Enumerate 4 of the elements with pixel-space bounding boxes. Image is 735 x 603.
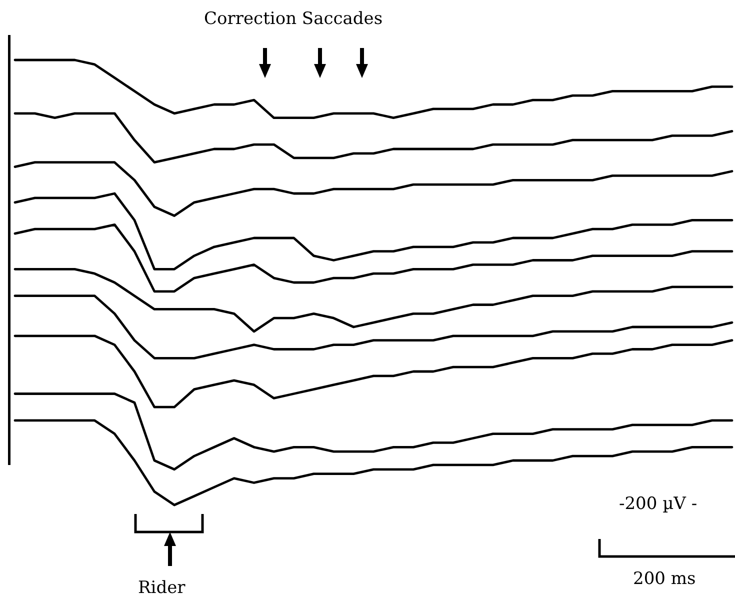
annotation: -200 µV - <box>619 494 698 514</box>
text: 200 ms <box>633 569 696 589</box>
text: Rider <box>138 578 186 598</box>
text: Correction Saccades <box>204 9 383 29</box>
